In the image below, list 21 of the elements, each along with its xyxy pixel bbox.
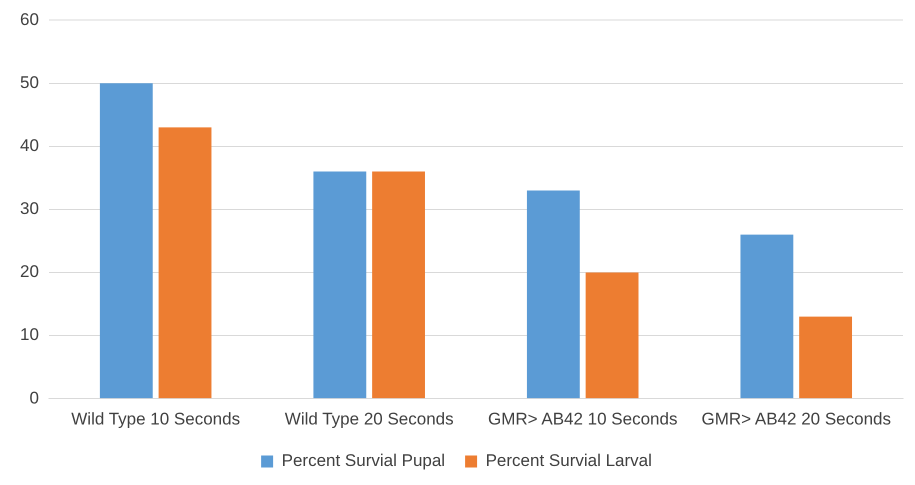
bar [158, 127, 212, 398]
x-tick-label: GMR> AB42 10 Seconds [488, 409, 678, 428]
y-tick-label: 30 [20, 199, 39, 218]
bar [313, 172, 366, 398]
y-tick-label: 10 [20, 325, 39, 344]
legend-label: Percent Survial Larval [486, 451, 652, 470]
y-tick-label: 20 [20, 262, 39, 282]
bar [526, 190, 580, 398]
bar [740, 234, 794, 398]
y-tick-label: 60 [20, 10, 39, 29]
legend-label: Percent Survial Pupal [282, 451, 446, 470]
x-tick-label: Wild Type 20 Seconds [284, 409, 454, 428]
y-tick-label: 40 [20, 136, 39, 156]
bar [372, 172, 425, 398]
x-tick-label: GMR> AB42 20 Seconds [701, 409, 891, 428]
y-tick-label: 50 [20, 72, 39, 92]
bar [100, 83, 153, 398]
bar [586, 272, 638, 398]
y-tick-label: 0 [29, 388, 39, 408]
bar [799, 316, 852, 398]
x-tick-label: Wild Type 10 Seconds [71, 409, 240, 428]
